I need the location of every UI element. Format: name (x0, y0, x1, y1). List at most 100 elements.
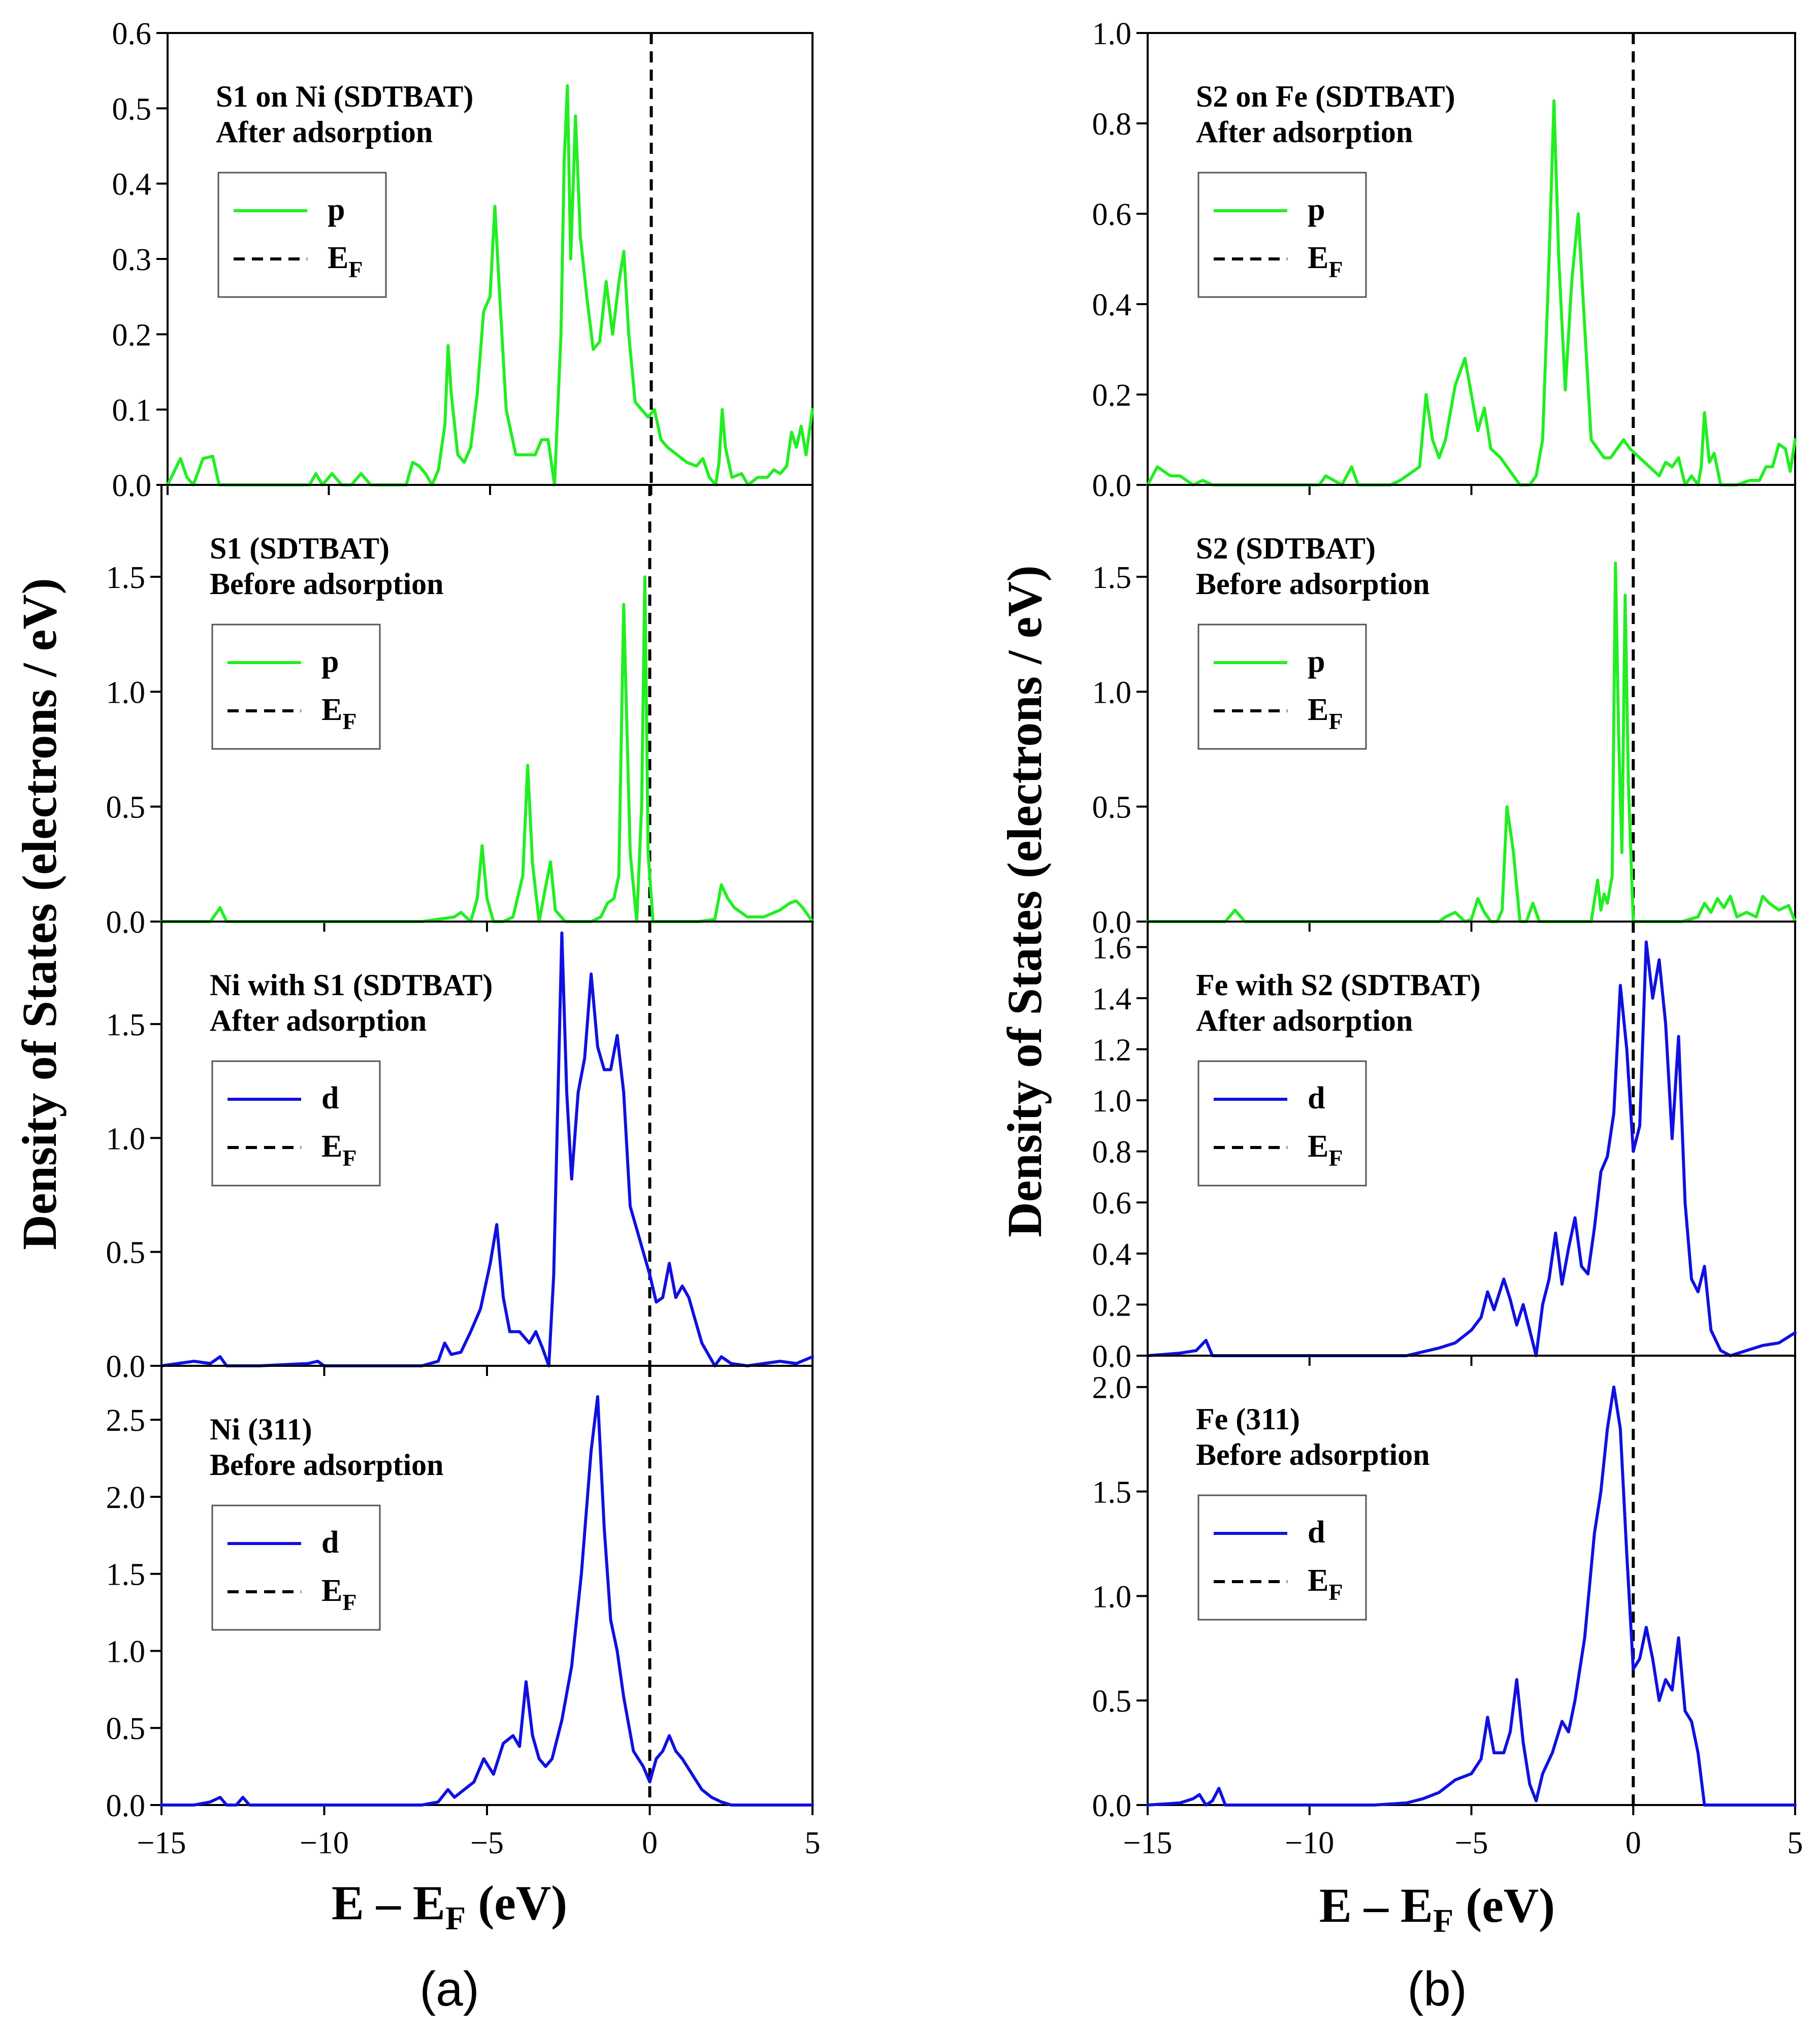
dos-curve-d (1146, 1385, 1797, 1807)
legend-label: d (321, 1525, 339, 1560)
y-tick-label: 0.0 (106, 905, 146, 940)
dos-curve-d (160, 1395, 814, 1807)
x-tick-label: −10 (1285, 1826, 1334, 1860)
panel-title: S2 (SDTBAT) (1196, 532, 1376, 565)
legend-label-sub: F (1328, 1579, 1343, 1605)
panel-subtitle: Before adsorption (1196, 567, 1430, 601)
y-tick-label: 0.0 (1092, 469, 1132, 503)
dos-panel-6: 0.0 0.5 1.0 1.5 S2 (SDTBAT)Before adsorption… (1092, 484, 1797, 940)
y-tick-label: 1.0 (106, 1634, 146, 1669)
dos-panel-3: 0.0 0.5 1.0 1.5 Ni with S1 (SDTBAT)After ads… (106, 921, 814, 1384)
xlabel-right-main: E – E (1319, 1878, 1433, 1932)
y-tick-label: 1.5 (106, 561, 146, 595)
legend-label-sub: F (1328, 708, 1343, 734)
y-tick-label: 2.0 (1092, 1371, 1132, 1405)
x-tick-label: 0 (642, 1826, 658, 1860)
x-tick-label: −10 (300, 1826, 349, 1860)
panel-title: Fe with S2 (SDTBAT) (1196, 968, 1481, 1002)
panel-title: Ni (311) (210, 1413, 312, 1446)
legend-label-sub: F (342, 1145, 356, 1171)
ylabel-right: Density of States (electrons / eV) (997, 565, 1052, 1237)
legend-label-sub: F (342, 1589, 356, 1615)
xlabel-left-unit: (eV) (466, 1876, 567, 1930)
y-tick-label: 0.5 (112, 92, 152, 126)
ylabel-left: Density of States (electrons / eV) (12, 578, 67, 1250)
y-tick-label: 0.0 (1092, 905, 1132, 940)
legend-label-sub: F (342, 708, 356, 734)
legend-box (1197, 1494, 1367, 1621)
panel-subtitle: Before adsorption (1196, 1438, 1430, 1471)
y-tick-label: 1.5 (1092, 1475, 1132, 1510)
panel-subtitle: After adsorption (210, 1004, 427, 1037)
y-tick-label: 0.6 (112, 17, 152, 51)
panel-subtitle: After adsorption (1196, 115, 1413, 149)
panel-subtitle: After adsorption (216, 115, 433, 149)
y-tick-label: 0.0 (112, 469, 152, 503)
xlabel-left: E – EF (eV) (332, 1876, 567, 1937)
y-tick-label: 1.0 (1092, 675, 1132, 710)
y-tick-label: 0.0 (106, 1350, 146, 1384)
panel-caption-a: (a) (419, 1962, 479, 2016)
y-tick-label: 0.2 (112, 318, 152, 352)
x-tick-label: −5 (470, 1826, 504, 1860)
legend-label-sub: F (1328, 1145, 1343, 1171)
plot-panels: 0.00.10.20.30.40.50.6S1 on Ni (SDTBAT)Af… (106, 17, 1803, 1860)
panel-title: S1 on Ni (SDTBAT) (216, 80, 473, 113)
legend-label: p (1308, 192, 1325, 227)
dos-panel-8: 0.0 0.5 1.0 1.5 2.0 −15 −10 −5 0 5 Fe (311)Before … (1092, 1355, 1803, 1860)
y-tick-label: 0.5 (1092, 1684, 1132, 1719)
y-tick-label: 0.3 (112, 243, 152, 277)
y-tick-label: 1.5 (1092, 561, 1132, 595)
x-tick-label: −5 (1455, 1826, 1488, 1860)
xlabel-right: E – EF (eV) (1319, 1878, 1555, 1940)
x-tick-label: −15 (1123, 1826, 1173, 1860)
legend-label: p (328, 192, 345, 227)
y-tick-label: 0.5 (1092, 791, 1132, 825)
y-tick-label: 0.1 (112, 394, 152, 428)
dos-panel-5: 0.0 0.2 0.4 0.6 0.8 1.0 S2 on Fe (SDTBAT)After… (1092, 17, 1797, 503)
y-tick-label: 0.8 (1092, 1135, 1132, 1170)
panel-subtitle: After adsorption (1196, 1004, 1413, 1037)
legend-box (211, 1060, 381, 1187)
legend-label-sub: F (1328, 256, 1343, 282)
dos-curve-p (166, 84, 814, 486)
y-tick-label: 0.2 (1092, 1288, 1132, 1323)
panel-title: S1 (SDTBAT) (210, 532, 389, 565)
y-tick-label: 0.0 (106, 1789, 146, 1823)
legend-label: d (1308, 1515, 1325, 1550)
legend-box (1197, 172, 1367, 298)
legend-label-sub: F (348, 256, 363, 282)
y-tick-label: 0.5 (106, 1712, 146, 1746)
legend-label: d (321, 1081, 339, 1116)
xlabel-right-unit: (eV) (1453, 1878, 1555, 1932)
y-tick-label: 0.6 (1092, 198, 1132, 232)
y-tick-label: 0.6 (1092, 1186, 1132, 1221)
y-tick-label: 2.5 (106, 1403, 146, 1438)
y-tick-label: 0.4 (1092, 1237, 1132, 1272)
legend-box (211, 624, 381, 750)
y-tick-label: 1.5 (106, 1008, 146, 1042)
y-tick-label: 1.4 (1092, 982, 1132, 1017)
x-tick-label: −15 (137, 1826, 186, 1860)
panel-caption-b: (b) (1407, 1962, 1467, 2016)
y-tick-label: 2.0 (106, 1481, 146, 1515)
dos-panel-7: 0.0 0.2 0.4 0.6 0.8 1.0 1.2 1.4 1.6 Fe with S2 (S… (1092, 921, 1797, 1374)
panel-title: Ni with S1 (SDTBAT) (210, 968, 493, 1002)
y-tick-label: 0.8 (1092, 107, 1132, 142)
y-tick-label: 0.0 (1092, 1339, 1132, 1374)
legend-box (1197, 624, 1367, 750)
dos-panel-1: 0.0 0.1 0.2 0.3 0.4 0.5 0.6 S1 on Ni (SDTBAT)Af… (112, 17, 814, 503)
x-tick-label: 0 (1626, 1826, 1641, 1860)
legend-label: d (1308, 1081, 1325, 1116)
y-tick-label: 1.0 (1092, 1084, 1132, 1119)
y-tick-label: 0.4 (1092, 288, 1132, 322)
panel-title: Fe (311) (1196, 1402, 1300, 1436)
y-tick-label: 0.5 (106, 791, 146, 825)
dos-curve-p (1146, 561, 1797, 923)
y-tick-label: 1.2 (1092, 1033, 1132, 1067)
legend-label: p (1308, 644, 1325, 679)
y-tick-label: 1.0 (1092, 1580, 1132, 1614)
xlabel-left-sub: F (445, 1900, 466, 1937)
